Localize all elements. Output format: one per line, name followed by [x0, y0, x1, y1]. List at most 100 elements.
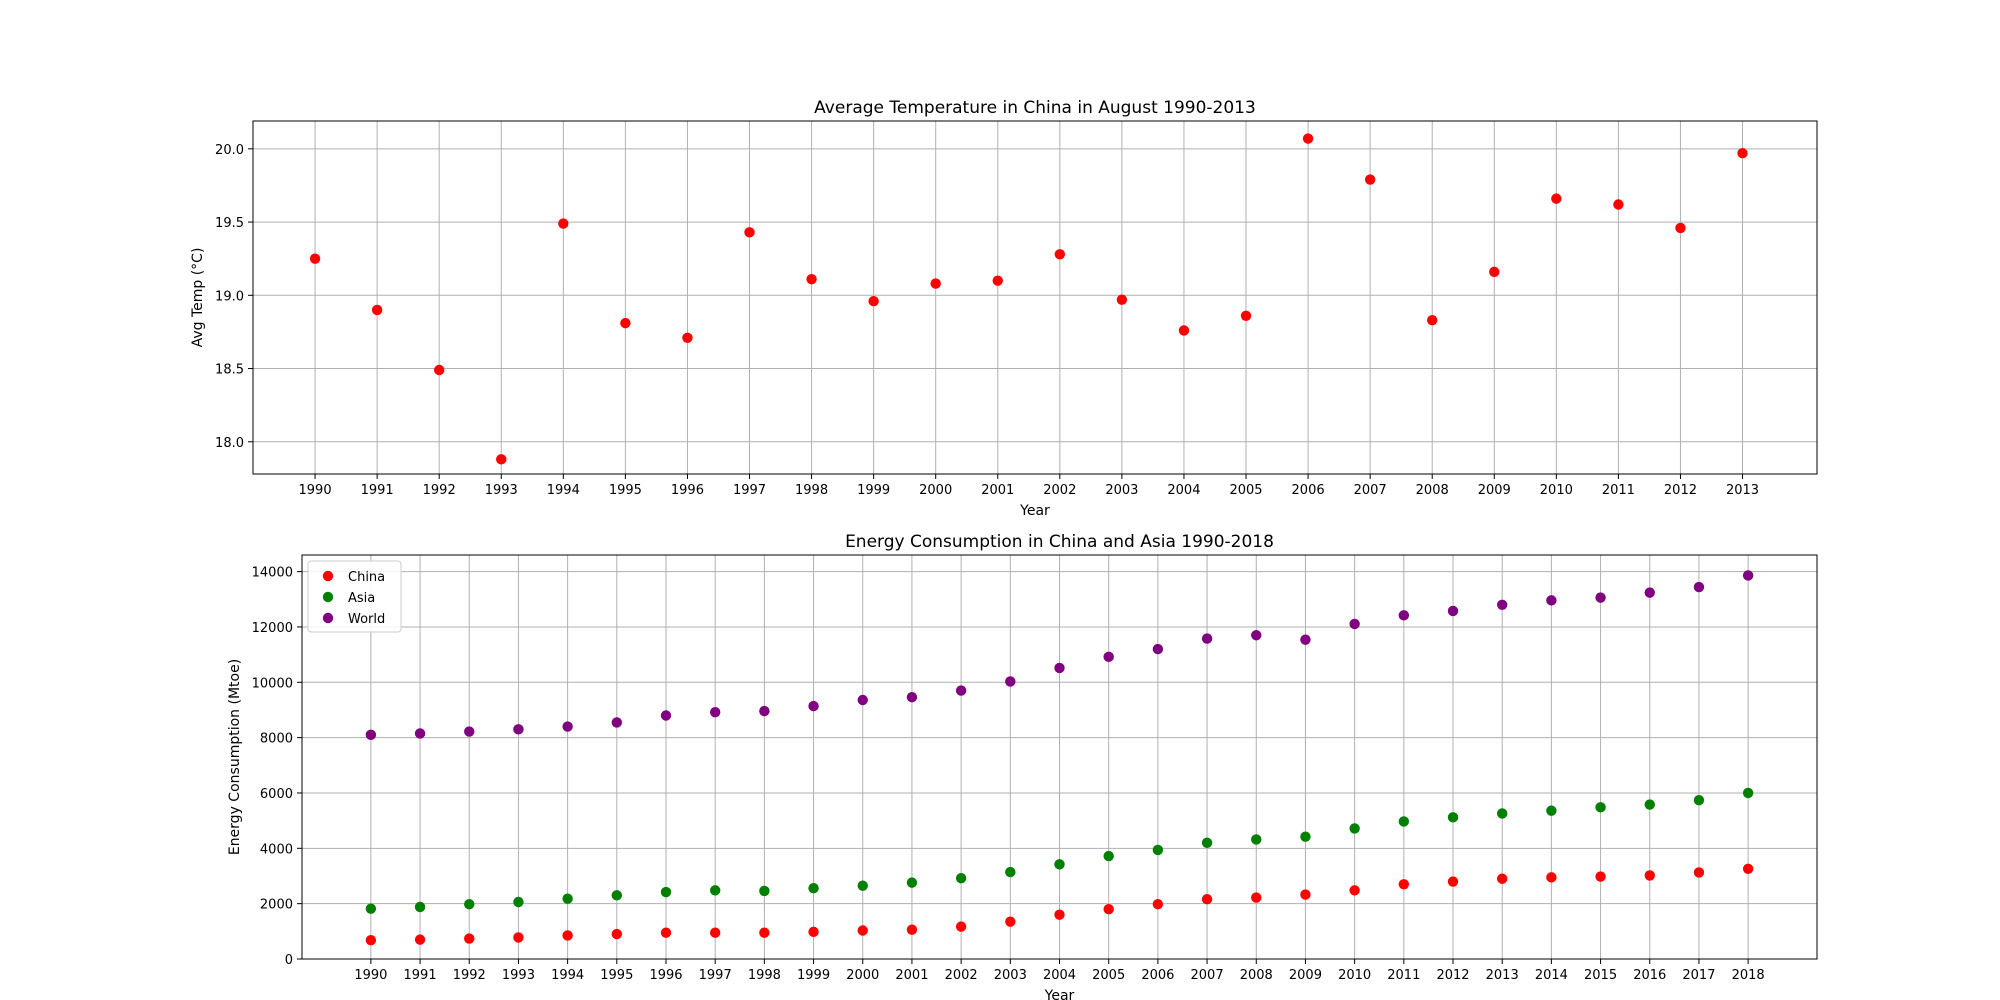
energy-world-point — [365, 729, 377, 741]
temperature-x-tick-label: 1998 — [795, 483, 828, 498]
energy-y-tick-label: 12000 — [252, 621, 293, 636]
energy-x-tick-label: 2016 — [1633, 968, 1666, 983]
temperature-series-0-point — [620, 317, 631, 329]
energy-x-tick-label: 2008 — [1240, 968, 1273, 983]
temperature-series-0-point — [1364, 174, 1376, 185]
energy-asia-point — [1496, 808, 1508, 819]
energy-asia-point — [1644, 799, 1655, 810]
energy-china-point — [808, 926, 819, 938]
energy-asia-point — [365, 903, 377, 914]
energy-china-point — [1152, 899, 1164, 910]
temperature-series-0-point — [1551, 193, 1562, 204]
energy-world-point — [513, 724, 524, 735]
temperature-series-0-point — [1178, 325, 1190, 336]
legend-marker-world — [322, 612, 334, 624]
energy-asia-point — [857, 880, 868, 891]
temperature-series-0-point — [868, 295, 879, 307]
energy-y-tick-label: 10000 — [252, 676, 293, 691]
energy-china-point — [1398, 879, 1410, 890]
energy-x-tick-label: 2017 — [1682, 968, 1715, 983]
temperature-x-tick-label: 2011 — [1602, 483, 1635, 498]
temperature-x-tick-label: 2012 — [1664, 483, 1697, 498]
energy-world-point — [464, 726, 475, 737]
energy-asia-point — [513, 896, 524, 908]
temperature-series-0-point — [992, 275, 1003, 286]
energy-x-tick-label: 2011 — [1387, 968, 1420, 983]
temperature-y-tick-label: 18.5 — [215, 363, 244, 378]
energy-asia-point — [1054, 859, 1065, 870]
energy-world-point — [1447, 605, 1459, 617]
energy-x-tick-label: 2013 — [1486, 968, 1519, 983]
temperature-y-axis-label: Avg Temp (°C) — [190, 248, 206, 348]
energy-china-point — [1103, 903, 1114, 915]
energy-y-tick-label: 0 — [285, 953, 293, 968]
energy-asia-point — [955, 873, 967, 884]
temperature-x-tick-label: 2000 — [919, 483, 952, 498]
temperature-series-0-point — [309, 253, 321, 264]
energy-world-point — [611, 717, 623, 728]
energy-world-point — [1152, 643, 1164, 655]
energy-x-tick-label: 1991 — [404, 968, 437, 983]
energy-asia-point — [808, 882, 819, 894]
energy-world-point — [1398, 610, 1410, 621]
energy-y-axis-label: Energy Consumption (Mtoe) — [227, 659, 243, 855]
energy-y-tick-label: 14000 — [252, 566, 293, 581]
energy-asia-point — [1251, 834, 1262, 845]
energy-asia-point — [660, 886, 672, 898]
energy-asia-point — [1152, 844, 1164, 856]
energy-asia-point — [906, 877, 918, 888]
energy-china-point — [857, 925, 868, 936]
energy-asia-point — [1693, 794, 1705, 806]
temperature-x-tick-label: 2010 — [1540, 483, 1573, 498]
temperature-series-0-point — [1737, 148, 1748, 159]
energy-world-point — [1251, 630, 1262, 641]
temperature-series-0-point — [371, 304, 383, 316]
energy-x-tick-label: 2007 — [1191, 968, 1224, 983]
legend-label-asia: Asia — [348, 591, 375, 606]
temperature-x-tick-label: 2009 — [1478, 483, 1511, 498]
energy-world-point — [1546, 595, 1557, 606]
energy-china-point — [513, 932, 524, 943]
energy-world-point — [906, 692, 918, 703]
temperature-series-0-point — [806, 273, 817, 285]
energy-x-tick-label: 2012 — [1436, 968, 1469, 983]
temperature-chart-title: Average Temperature in China in August 1… — [814, 98, 1256, 118]
temperature-series-0-point — [1116, 294, 1128, 305]
temperature-x-tick-label: 2003 — [1105, 483, 1138, 498]
energy-x-tick-label: 2003 — [994, 968, 1027, 983]
energy-china-point — [709, 927, 721, 938]
temperature-series-0-point — [1489, 266, 1500, 278]
energy-x-tick-label: 1999 — [797, 968, 830, 983]
energy-world-point — [709, 706, 721, 718]
temperature-x-tick-label: 1995 — [609, 483, 642, 498]
energy-asia-point — [1742, 787, 1754, 799]
energy-x-tick-label: 2015 — [1584, 968, 1617, 983]
temperature-series-0-point — [1427, 315, 1438, 326]
temperature-series-0-point — [1302, 133, 1314, 144]
temperature-x-tick-label: 2002 — [1043, 483, 1076, 498]
energy-x-tick-label: 2004 — [1043, 968, 1076, 983]
temperature-x-tick-label: 1991 — [361, 483, 394, 498]
energy-world-point — [1005, 676, 1016, 687]
energy-world-point — [414, 728, 426, 739]
energy-china-point — [611, 928, 623, 940]
energy-world-point — [1644, 587, 1655, 598]
energy-x-tick-label: 1994 — [551, 968, 584, 983]
energy-world-point — [759, 705, 770, 717]
energy-plot-frame — [301, 554, 1818, 960]
energy-x-tick-label: 2001 — [895, 968, 928, 983]
energy-china-point — [464, 933, 475, 944]
energy-legend: China Asia World — [307, 560, 402, 633]
energy-china-point — [1644, 870, 1655, 881]
energy-x-tick-label: 2010 — [1338, 968, 1371, 983]
energy-x-tick-label: 1997 — [699, 968, 732, 983]
energy-china-point — [562, 930, 573, 941]
energy-asia-point — [709, 885, 721, 896]
energy-china-point — [1005, 916, 1016, 927]
temperature-x-tick-label: 2006 — [1292, 483, 1325, 498]
temperature-x-tick-label: 1993 — [485, 483, 518, 498]
energy-asia-point — [464, 899, 475, 910]
energy-china-point — [414, 934, 426, 945]
energy-asia-point — [414, 901, 426, 913]
energy-x-tick-label: 1993 — [502, 968, 535, 983]
